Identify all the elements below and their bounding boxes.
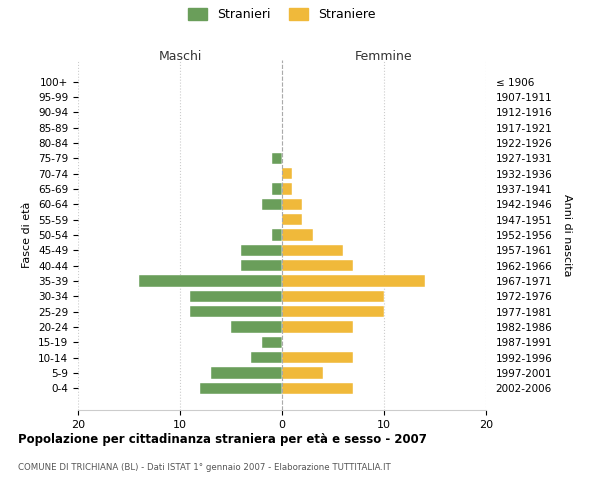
Bar [282, 260, 353, 272]
Bar [282, 244, 343, 256]
Text: Maschi: Maschi [158, 50, 202, 64]
Bar [200, 382, 282, 394]
Bar [282, 168, 292, 179]
Bar [139, 276, 282, 287]
Y-axis label: Fasce di età: Fasce di età [22, 202, 32, 268]
Bar [251, 352, 282, 364]
Bar [272, 152, 282, 164]
Text: COMUNE DI TRICHIANA (BL) - Dati ISTAT 1° gennaio 2007 - Elaborazione TUTTITALIA.: COMUNE DI TRICHIANA (BL) - Dati ISTAT 1°… [18, 462, 391, 471]
Bar [282, 306, 384, 318]
Bar [231, 322, 282, 333]
Bar [241, 244, 282, 256]
Bar [190, 290, 282, 302]
Y-axis label: Anni di nascita: Anni di nascita [562, 194, 572, 276]
Bar [282, 183, 292, 194]
Bar [282, 368, 323, 379]
Bar [262, 198, 282, 210]
Bar [282, 276, 425, 287]
Bar [241, 260, 282, 272]
Legend: Stranieri, Straniere: Stranieri, Straniere [184, 4, 380, 26]
Text: Popolazione per cittadinanza straniera per età e sesso - 2007: Popolazione per cittadinanza straniera p… [18, 432, 427, 446]
Bar [211, 368, 282, 379]
Bar [272, 183, 282, 194]
Text: Femmine: Femmine [355, 50, 413, 64]
Bar [282, 352, 353, 364]
Bar [272, 229, 282, 241]
Bar [282, 382, 353, 394]
Bar [282, 198, 302, 210]
Bar [282, 290, 384, 302]
Bar [282, 214, 302, 226]
Bar [282, 322, 353, 333]
Bar [282, 229, 313, 241]
Bar [190, 306, 282, 318]
Bar [262, 336, 282, 348]
